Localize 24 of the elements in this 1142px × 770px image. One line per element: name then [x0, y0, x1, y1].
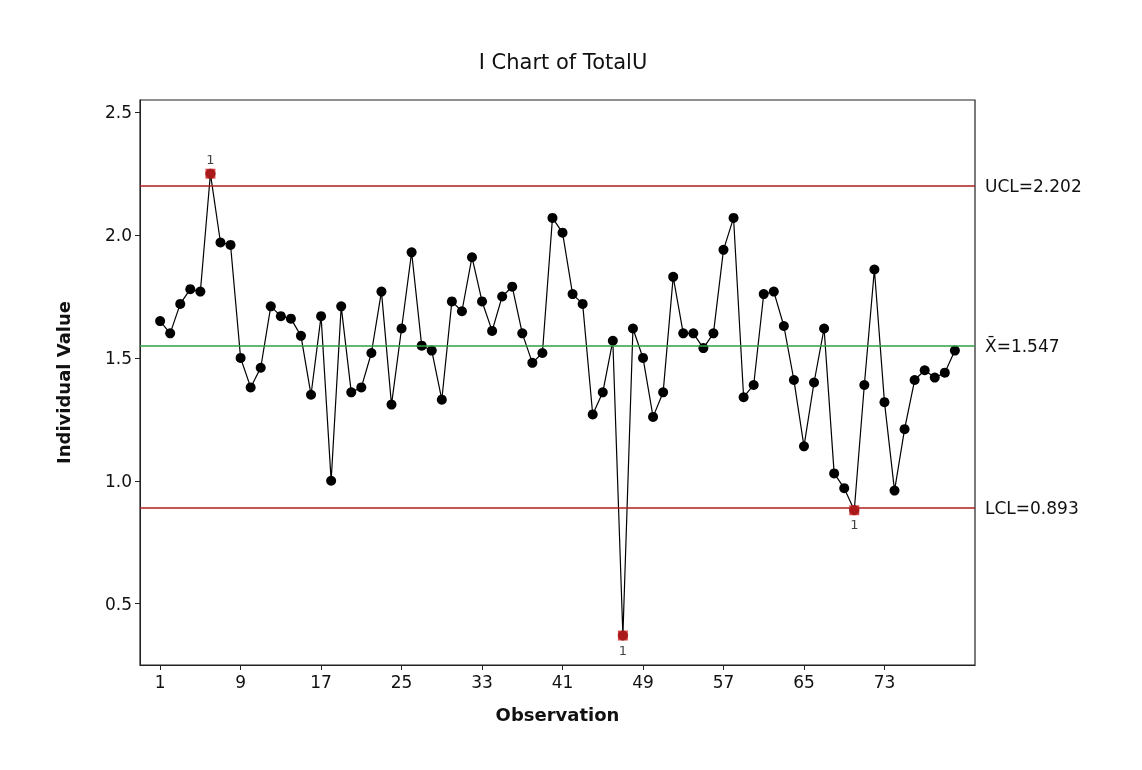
- y-tick-label: 1.5: [104, 347, 132, 368]
- x-tick-label: 57: [712, 671, 735, 692]
- x-axis-title: Observation: [495, 703, 620, 725]
- x-tick-label: 41: [551, 671, 574, 692]
- x-tick-label: 1: [154, 671, 166, 692]
- annotation: 1: [618, 642, 628, 658]
- y-axis-title: Individual Value: [52, 300, 74, 465]
- y-tick-label: 1.0: [104, 470, 132, 491]
- x-tick-label: 73: [873, 671, 896, 692]
- x-tick-label: 17: [310, 671, 332, 692]
- ref-line-label: X̄=1.547: [985, 334, 1060, 356]
- annotation: 1: [850, 517, 859, 533]
- x-tick-label: 33: [471, 671, 493, 692]
- x-tick-label: 9: [235, 671, 247, 692]
- x-tick-label: 49: [632, 671, 654, 692]
- y-tick-label: 2.5: [104, 102, 132, 123]
- chart-title: I Chart of TotalU: [478, 49, 648, 74]
- y-tick-label: 0.5: [104, 593, 132, 614]
- ref-line-label: UCL=2.202: [985, 175, 1082, 196]
- y-tick-label: 2.0: [104, 225, 132, 246]
- x-tick-label: 25: [390, 671, 413, 692]
- ref-line-label: LCL=0.893: [985, 497, 1079, 518]
- annotation: 1: [206, 151, 215, 167]
- x-tick-label: 65: [793, 671, 815, 692]
